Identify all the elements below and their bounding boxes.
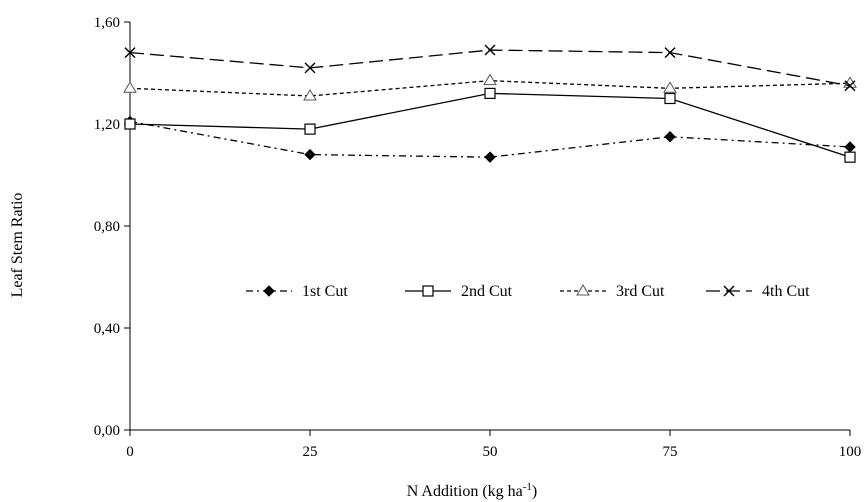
x-marker-stroke [844, 80, 856, 92]
y-tick-label: 1,60 [94, 15, 120, 31]
x-axis-title-superscript: -1 [523, 481, 532, 493]
x-axis-title-main: N Addition (kg ha [407, 483, 523, 500]
x-tick-label: 25 [303, 444, 318, 460]
data-point [483, 73, 497, 86]
legend-marker [422, 285, 434, 297]
legend-label: 4th Cut [762, 283, 810, 300]
x-marker-stroke [723, 285, 735, 297]
legend-label: 2nd Cut [461, 283, 513, 300]
legend-marker [723, 285, 735, 297]
legend-marker [263, 285, 275, 297]
data-point [844, 151, 856, 163]
data-point [844, 141, 856, 153]
x-tick-label: 100 [839, 444, 862, 460]
data-point [304, 123, 316, 135]
data-point [664, 92, 676, 105]
x-axis-title: N Addition (kg ha-1) [407, 481, 538, 500]
data-point [664, 131, 676, 143]
data-point [484, 44, 496, 56]
legend-item-4: 4th Cut [706, 283, 810, 300]
legend-item-3: 3rd Cut [560, 283, 665, 300]
data-point [484, 87, 496, 100]
x-tick-label: 0 [126, 444, 134, 460]
data-point [304, 62, 316, 74]
y-axis-title: Leaf Stem Ratio [9, 193, 26, 298]
legend-item-1: 1st Cut [246, 283, 348, 300]
series-3 [123, 73, 857, 101]
data-point [123, 81, 137, 93]
legend-label: 3rd Cut [616, 283, 665, 300]
legend-marker [576, 284, 590, 296]
data-point [124, 118, 136, 130]
legend-item-2: 2nd Cut [405, 283, 513, 300]
y-tick-label: 0,80 [94, 219, 120, 235]
series-2 [124, 87, 856, 163]
ticks: 0,00 0,40 0,80 1,20 1,60 0 25 50 75 100 [94, 15, 862, 460]
legend: 1st Cut 2nd Cut 3rd Cut 4th Cut [246, 283, 810, 300]
series-4 [124, 44, 856, 92]
x-marker-stroke [124, 47, 136, 59]
series-line [129, 92, 851, 158]
legend-label: 1st Cut [302, 283, 348, 300]
x-marker-stroke [664, 47, 676, 59]
x-tick-label: 50 [483, 444, 498, 460]
y-tick-label: 0,40 [94, 321, 120, 337]
y-tick-label: 0,00 [94, 423, 120, 439]
data-point [304, 148, 316, 161]
series-layer [123, 44, 857, 163]
data-point [664, 47, 676, 59]
data-point [844, 80, 856, 92]
data-point [484, 151, 496, 163]
data-point [303, 88, 317, 101]
x-axis-title-end: ) [532, 483, 537, 500]
data-point [124, 47, 136, 59]
y-tick-label: 1,20 [94, 117, 120, 133]
x-marker-stroke [304, 62, 316, 74]
data-point [663, 81, 677, 93]
x-marker-stroke [484, 44, 496, 56]
x-tick-label: 75 [663, 444, 678, 460]
